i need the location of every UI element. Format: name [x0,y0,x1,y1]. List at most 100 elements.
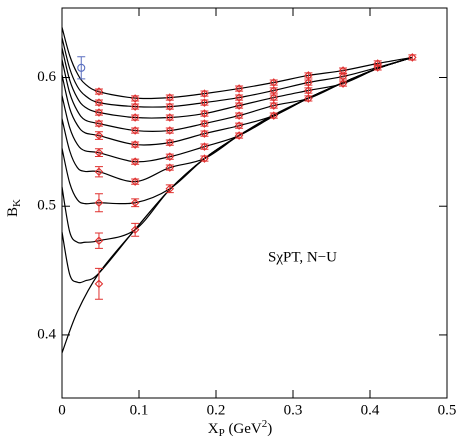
x-tick-label: 0 [58,402,66,418]
error-bar [235,122,244,129]
data-point [94,119,104,128]
error-bar [269,112,278,119]
x-label-main: X [208,421,219,437]
error-bar [165,139,174,146]
fit-curve [61,56,413,354]
error-bar [165,94,174,101]
error-bar [373,64,382,71]
x-tick-label: 0.2 [207,402,226,418]
error-bar [200,110,209,117]
error-bar [200,120,209,127]
error-bar [339,80,348,87]
error-bar [269,94,278,101]
error-bar [94,88,103,95]
data-point [304,86,313,95]
error-bar [235,132,244,139]
data-point [234,111,244,120]
error-bar [200,99,209,106]
error-bar [94,267,103,300]
data-point [200,98,209,107]
data-point [165,102,175,111]
error-bar [131,114,140,121]
fit-curve [61,56,413,205]
data-point [200,142,209,151]
data-point [94,87,104,96]
data-point [94,98,104,107]
data-point [234,93,244,102]
x-label-end: ) [267,421,272,437]
error-bar [235,94,244,101]
error-bar [304,72,313,79]
error-bar [165,114,174,121]
x-label-sub: P [219,427,225,439]
data-point [269,101,279,110]
data-point [200,89,209,98]
error-bar [131,127,140,134]
data-point [130,198,140,208]
error-bar [200,155,209,162]
error-bar [408,54,417,61]
data-point [130,94,140,103]
x-tick-label: 0.5 [438,402,457,418]
data-point [373,63,382,72]
fit-curve [61,56,413,133]
error-bar [200,130,209,137]
data-point [165,163,175,172]
reference-error-bar [77,56,86,80]
data-point [234,84,244,93]
fit-curve [61,56,413,163]
y-tick-label: 0.4 [37,326,56,342]
error-bar [94,193,103,213]
data-point [165,126,175,135]
data-point [130,177,140,186]
error-bar [94,120,103,127]
data-point [200,109,209,118]
error-bar [269,87,278,94]
data-point [94,198,104,208]
data-point [338,79,348,88]
data-point [94,108,104,117]
data-point [304,94,313,103]
x-label-sup: 2 [262,418,268,430]
data-point [94,148,104,157]
data-point [269,111,279,120]
y-tick-label: 0.5 [37,198,56,214]
fit-curve [61,27,413,100]
error-bar [94,232,103,249]
error-bar [235,112,244,119]
data-point [269,78,279,87]
data-point [130,140,140,149]
data-point [130,102,140,111]
data-point [200,119,209,128]
data-point [200,154,209,163]
error-bar [165,103,174,110]
error-bar [165,153,174,160]
fit-curve [61,56,413,146]
x-tick-label: 0.4 [361,402,380,418]
data-point [130,126,140,135]
data-point [165,93,175,102]
data-point [165,113,175,122]
data-point [234,131,244,140]
error-bar [165,127,174,134]
error-bar [94,99,103,106]
data-point [304,78,313,87]
data-point [94,131,104,140]
error-bar [131,178,140,185]
error-bar [131,103,140,110]
error-bar [165,164,174,171]
error-bar [304,95,313,102]
error-bar [200,143,209,150]
annotation: SχPT, N−U [268,249,337,265]
data-point [165,184,175,193]
error-bar [200,90,209,97]
error-bar [304,79,313,86]
fit-curve [61,56,413,244]
data-point [94,236,104,245]
data-point [269,93,279,102]
data-point [200,129,209,138]
error-bar [269,102,278,109]
data-point [408,53,417,62]
y-label-sub: K [11,199,23,207]
